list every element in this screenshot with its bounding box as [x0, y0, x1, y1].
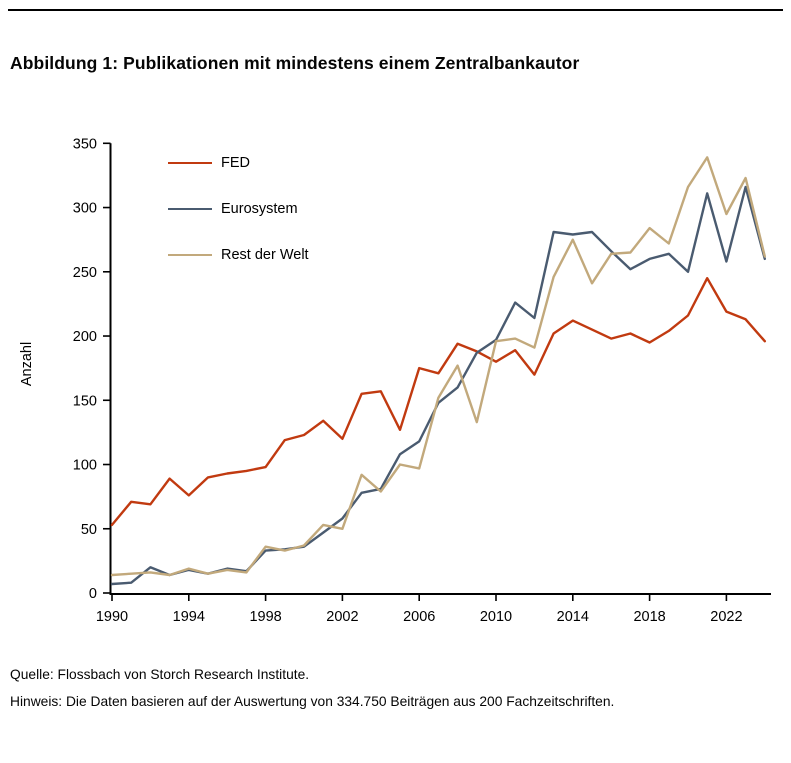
- series-line-fed: [110, 277, 766, 527]
- legend-item-fed: FED: [168, 150, 309, 176]
- eurosystem-line-swatch: [168, 208, 212, 210]
- y-tick-label: 350: [73, 136, 97, 152]
- y-tick-label: 250: [73, 265, 97, 281]
- x-tick-label: 1994: [173, 609, 205, 625]
- y-tick-label: 150: [73, 393, 97, 409]
- x-tick-label: 2022: [710, 609, 742, 625]
- legend-label-rest-der-welt: Rest der Welt: [221, 247, 309, 263]
- top-rule: [8, 9, 783, 11]
- x-tick-label: 2014: [557, 609, 589, 625]
- chart-legend: FED Eurosystem Rest der Welt: [168, 150, 309, 288]
- series-line-rest-der-welt: [110, 156, 766, 577]
- chart-title: Abbildung 1: Publikationen mit mindesten…: [10, 53, 580, 73]
- chart-footnotes: Quelle: Flossbach von Storch Research In…: [10, 661, 785, 715]
- x-tick-label: 2006: [403, 609, 435, 625]
- y-tick-label: 100: [73, 458, 97, 474]
- legend-item-eurosystem: Eurosystem: [168, 196, 309, 222]
- y-tick-label: 300: [73, 201, 97, 217]
- y-tick-label: 50: [81, 522, 97, 538]
- y-tick-label: 200: [73, 329, 97, 345]
- rest-der-welt-line-swatch: [168, 254, 212, 256]
- fed-line-swatch: [168, 162, 212, 164]
- legend-label-fed: FED: [221, 155, 250, 171]
- y-tick-label: 0: [89, 586, 97, 602]
- data-note: Hinweis: Die Daten basieren auf der Ausw…: [10, 694, 615, 709]
- x-tick-label: 1998: [249, 609, 281, 625]
- source-note: Quelle: Flossbach von Storch Research In…: [10, 667, 310, 682]
- x-tick-label: 2018: [633, 609, 665, 625]
- legend-item-rest-der-welt: Rest der Welt: [168, 242, 309, 268]
- y-axis-title: Anzahl: [19, 341, 35, 387]
- legend-label-eurosystem: Eurosystem: [221, 201, 298, 217]
- x-tick-label: 1990: [96, 609, 128, 625]
- x-tick-label: 2002: [326, 609, 358, 625]
- x-tick-label: 2010: [480, 609, 512, 625]
